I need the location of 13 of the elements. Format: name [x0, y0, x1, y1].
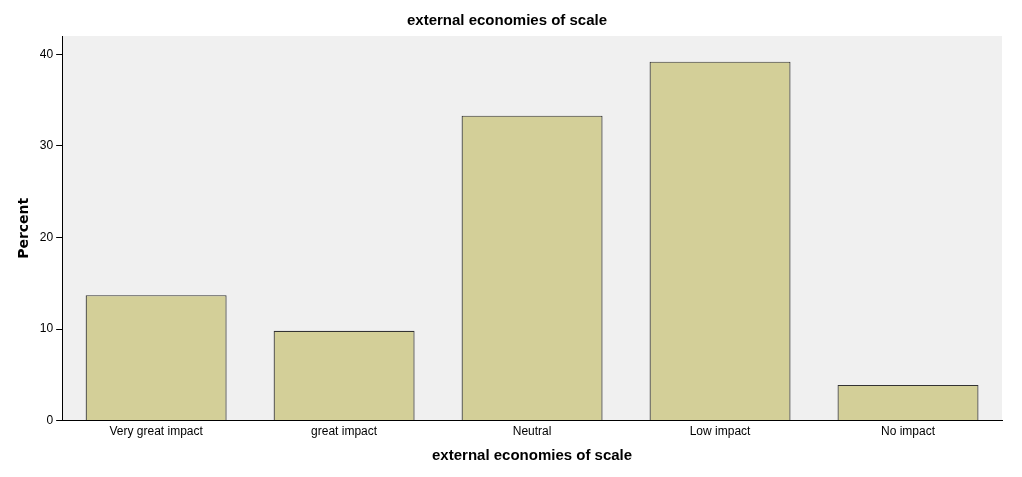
y-tick-label: 20: [39, 229, 54, 244]
x-tick-label: No impact: [881, 424, 936, 439]
y-tick-label: 30: [39, 138, 54, 153]
y-tick-label: 0: [46, 412, 54, 427]
y-tick-label: 40: [39, 46, 54, 61]
chart-title: external economies of scale: [406, 11, 608, 29]
x-tick-label: great impact: [311, 424, 378, 439]
y-tick-label: 10: [39, 321, 54, 336]
x-tick-label: Neutral: [512, 424, 552, 439]
y-axis-title: Percent: [15, 197, 32, 259]
x-tick-label: Low impact: [689, 424, 752, 439]
x-axis-title: external economies of scale: [432, 446, 633, 464]
x-tick-label: Very great impact: [109, 424, 204, 439]
